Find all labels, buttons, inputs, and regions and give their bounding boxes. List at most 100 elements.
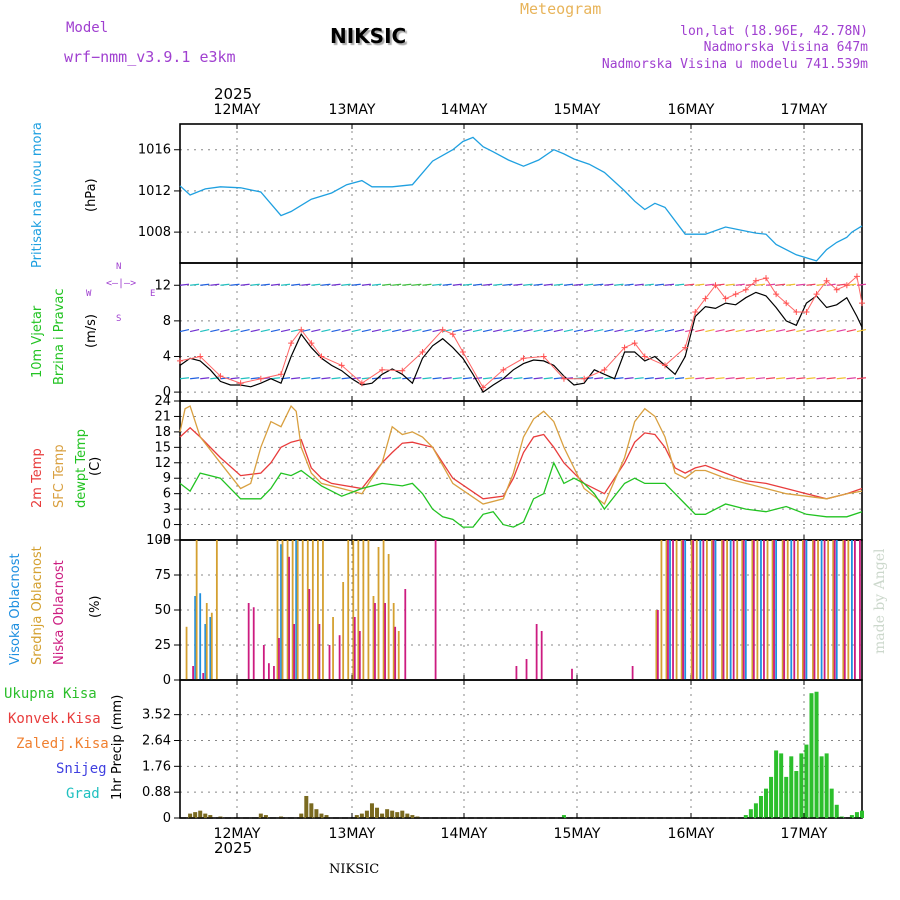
y-tick-label: 50 bbox=[154, 603, 171, 618]
precip-bar bbox=[748, 809, 753, 818]
wind-barb bbox=[654, 328, 665, 333]
precip-bar bbox=[218, 816, 223, 818]
year-label-top: 2025 bbox=[214, 85, 253, 103]
y-tick-label: 25 bbox=[154, 638, 171, 653]
precip-bar bbox=[359, 813, 364, 818]
page-title: NIKSIC bbox=[330, 24, 407, 48]
precip-bar bbox=[769, 776, 774, 818]
wind-barb bbox=[836, 377, 846, 380]
panel-frame bbox=[179, 400, 863, 541]
wind-barb bbox=[634, 283, 644, 286]
compass-e: E bbox=[150, 289, 156, 299]
precip-bar bbox=[263, 815, 268, 818]
wind-barb bbox=[493, 328, 503, 333]
wind-barb bbox=[432, 283, 442, 286]
wind-barb bbox=[533, 283, 543, 286]
wind-barb bbox=[796, 283, 806, 286]
wind-barb bbox=[553, 328, 563, 333]
wind-barb bbox=[775, 328, 786, 333]
precip-bar bbox=[849, 815, 854, 818]
wind-barb bbox=[786, 328, 796, 333]
wind-barb bbox=[786, 283, 796, 286]
precip-bar bbox=[829, 788, 834, 818]
precip-bar bbox=[789, 756, 794, 818]
wind-barb bbox=[422, 328, 432, 333]
compass-rose: <–|–> bbox=[106, 278, 137, 289]
panel-2 bbox=[174, 400, 863, 541]
y-tick-label: 12 bbox=[154, 278, 171, 293]
wind-barb bbox=[412, 283, 422, 286]
wind-barb bbox=[573, 328, 584, 333]
precip-bar bbox=[309, 803, 314, 818]
wind-barb bbox=[826, 377, 836, 380]
wind-barb bbox=[543, 283, 553, 286]
precip-bar bbox=[258, 813, 263, 818]
wind-barb bbox=[654, 377, 664, 380]
wind-barb bbox=[725, 377, 735, 380]
y-tick-label: 0 bbox=[163, 811, 171, 826]
wind-barb bbox=[856, 328, 867, 333]
wind-barb bbox=[250, 377, 260, 380]
wind-barb bbox=[695, 328, 705, 333]
wind-barb bbox=[563, 328, 574, 333]
wind-barb bbox=[220, 283, 230, 286]
wind-barb bbox=[705, 283, 715, 286]
gust-marker bbox=[318, 353, 325, 360]
precip-bar bbox=[279, 816, 284, 818]
wind-barb bbox=[230, 328, 240, 333]
wind-barb bbox=[584, 283, 594, 286]
compass-n: N bbox=[116, 262, 122, 272]
precip-bar bbox=[819, 756, 824, 818]
wind-barb bbox=[240, 283, 250, 286]
wind-barb bbox=[230, 283, 240, 286]
gust-marker bbox=[338, 362, 345, 369]
wind-barb bbox=[786, 377, 796, 380]
wind-barb bbox=[594, 283, 604, 286]
wind-barb bbox=[179, 328, 190, 333]
gust-marker bbox=[621, 344, 628, 351]
precip-bar bbox=[208, 815, 213, 818]
precip-bar bbox=[784, 776, 789, 818]
wind-barb bbox=[270, 377, 280, 380]
wind-barb bbox=[442, 283, 452, 286]
gust-marker bbox=[823, 277, 830, 284]
wind-barb bbox=[351, 328, 361, 333]
lonlat-label: lon,lat (18.96E, 42.78N) bbox=[680, 24, 868, 39]
wind-barb bbox=[503, 283, 513, 286]
y-tick-label: 0 bbox=[163, 673, 171, 688]
y-tick-label: 9 bbox=[163, 471, 171, 486]
wind-barb bbox=[553, 377, 563, 380]
wind-barb bbox=[543, 377, 553, 380]
wind-barb bbox=[190, 283, 200, 286]
y-tick-label: 24 bbox=[154, 394, 171, 409]
legend-convective-rain: Konvek.Kisa bbox=[8, 711, 101, 727]
gust-marker bbox=[308, 340, 315, 347]
wind-barb bbox=[331, 377, 341, 380]
gust-marker bbox=[288, 340, 295, 347]
panel-frame bbox=[179, 123, 863, 264]
day-label-bottom: 17MAY bbox=[781, 826, 828, 842]
gust-marker bbox=[859, 300, 865, 307]
wind-barb bbox=[755, 377, 765, 380]
wind-barb bbox=[472, 328, 483, 333]
wind-barb bbox=[200, 283, 210, 286]
precip-bar bbox=[415, 816, 420, 818]
wind-barb bbox=[361, 283, 371, 286]
y-tick-label: 1.76 bbox=[142, 759, 171, 774]
wind-barb bbox=[432, 377, 442, 380]
wind-barb bbox=[422, 377, 432, 380]
wind-barb bbox=[250, 283, 260, 286]
wind-barb bbox=[836, 328, 846, 333]
wind-barb bbox=[260, 283, 270, 286]
wind-barb bbox=[371, 377, 382, 380]
precip-bar bbox=[390, 810, 395, 818]
day-label-bottom: 16MAY bbox=[668, 826, 715, 842]
panel-frame bbox=[179, 679, 863, 819]
day-label-top: 16MAY bbox=[668, 102, 715, 118]
wind-barb bbox=[179, 283, 190, 286]
panel-4 bbox=[174, 679, 864, 819]
wind-barb bbox=[291, 377, 301, 380]
wind-barb bbox=[382, 377, 392, 380]
wind-barb bbox=[614, 328, 624, 333]
wind-barb bbox=[644, 377, 654, 380]
